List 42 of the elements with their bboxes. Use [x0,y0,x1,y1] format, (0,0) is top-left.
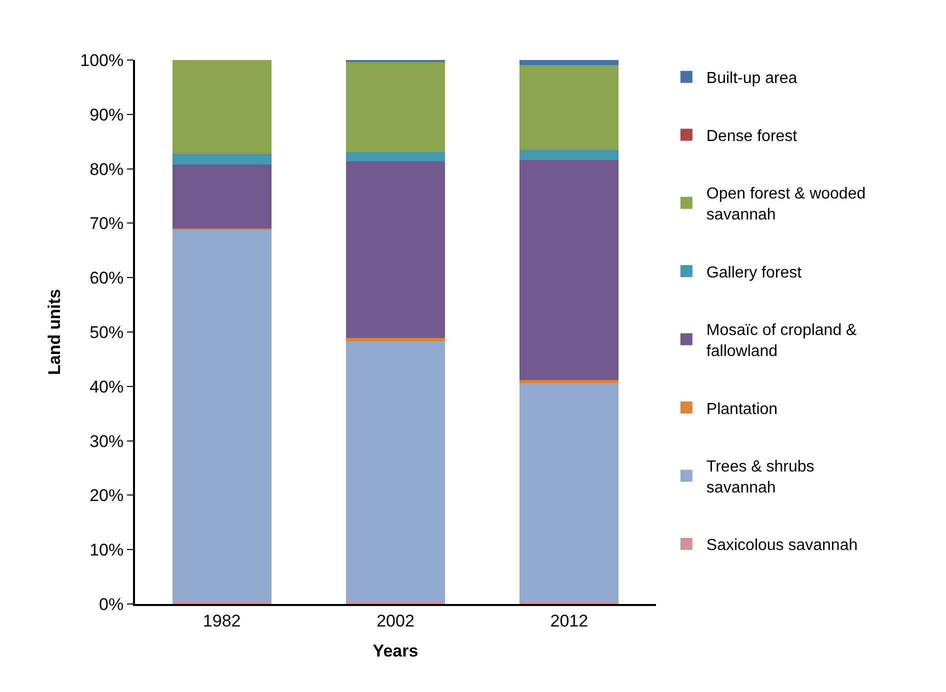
bar [520,60,619,65]
bar [346,341,445,602]
x-tick-label: 2002 [376,611,414,630]
legend-label: Gallery forest [706,264,802,282]
y-tick-label: 50% [90,322,124,342]
bar [520,380,619,384]
bar [520,601,619,604]
y-tick-label: 90% [90,105,124,124]
y-axis-title: Land units [45,289,64,375]
x-tick-label: 2012 [550,611,588,630]
bar [520,160,619,380]
y-tick-label: 70% [90,214,124,234]
legend-label: Plantation [706,400,778,418]
legend-label: Built-up area [706,70,798,88]
bar [346,601,445,604]
bar [346,338,445,342]
x-axis-title: Years [372,641,418,660]
bar [172,154,272,164]
legend-label: Trees & shrubs savannah [706,458,814,496]
y-tick-label: 10% [90,540,124,560]
bar [172,60,272,154]
legend-label: Open forest & wooded savannah [706,186,866,224]
bar [346,162,445,338]
bar [172,164,272,229]
bar [520,150,619,160]
y-tick-label: 30% [90,432,124,451]
y-tick-label: 80% [90,160,124,179]
legend-label: Dense forest [706,128,798,145]
legend-label: Mosaïc of cropland & fallowland [706,322,858,360]
y-tick-label: 40% [90,377,124,396]
bar [172,601,272,604]
y-tick-label: 20% [90,486,124,506]
bar [520,64,619,150]
bar [346,152,445,162]
bar [172,229,272,602]
y-tick-label: 60% [90,268,124,288]
legend-label: Saxicolous savannah [706,537,858,554]
x-tick-label: 1982 [202,611,241,630]
bar [346,61,445,152]
bar [520,383,619,602]
y-tick-label: 0% [99,594,124,614]
y-tick-label: 100% [80,50,124,70]
